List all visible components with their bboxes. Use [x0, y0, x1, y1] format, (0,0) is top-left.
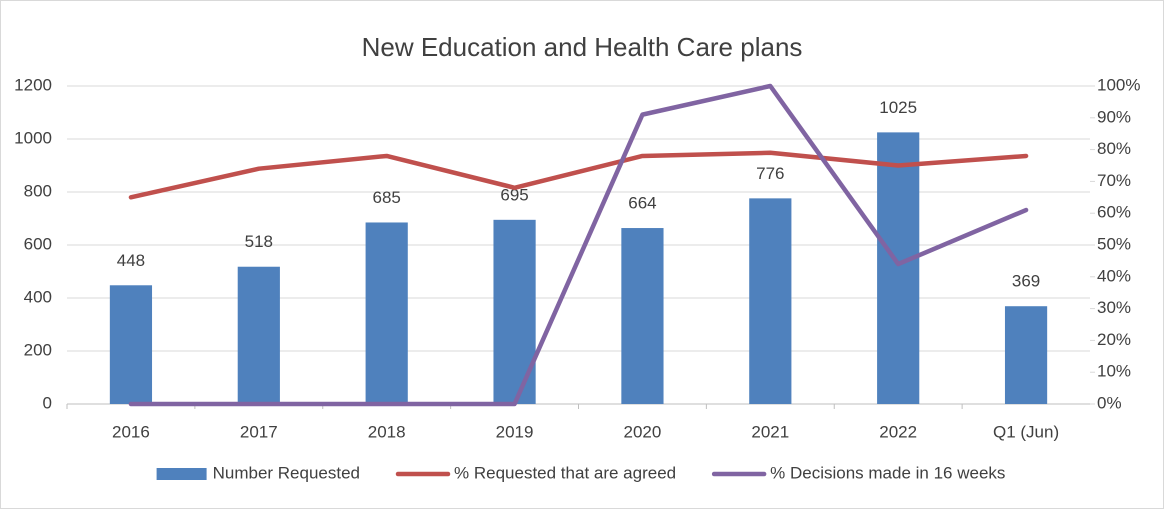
legend-label: % Requested that are agreed	[454, 463, 676, 482]
data-label: 369	[1012, 272, 1040, 291]
x-tick-label: 2019	[496, 422, 534, 441]
y2-tick-label: 20%	[1097, 330, 1131, 349]
y2-tick-label: 10%	[1097, 362, 1131, 381]
y2-tick-label: 100%	[1097, 75, 1140, 94]
y2-tick-label: 40%	[1097, 266, 1131, 285]
x-tick-label: Q1 (Jun)	[993, 422, 1059, 441]
bar	[365, 222, 408, 404]
line	[128, 150, 1029, 200]
chart-title: New Education and Health Care plans	[362, 32, 803, 62]
y2-tick-label: 90%	[1097, 107, 1131, 126]
y-tick-label: 0	[43, 393, 52, 412]
y-tick-label: 800	[24, 181, 52, 200]
bar	[621, 228, 664, 404]
bar	[1004, 306, 1048, 404]
data-label: 518	[245, 232, 273, 251]
legend-swatch	[156, 468, 207, 480]
bar	[109, 285, 153, 404]
bar	[237, 266, 280, 404]
data-label: 776	[756, 164, 784, 183]
x-tick-label: 2017	[240, 422, 278, 441]
data-label: 695	[500, 185, 528, 204]
data-label: 685	[373, 188, 401, 207]
bar	[877, 132, 920, 404]
y2-tick-label: 0%	[1097, 393, 1122, 412]
x-tick-label: 2022	[879, 422, 917, 441]
y2-tick-label: 80%	[1097, 139, 1131, 158]
legend-label: Number Requested	[213, 463, 360, 482]
x-tick-label: 2018	[368, 422, 406, 441]
bar	[493, 219, 536, 404]
y2-tick-label: 60%	[1097, 203, 1131, 222]
data-label: 448	[117, 251, 145, 270]
y-tick-label: 400	[24, 287, 52, 306]
y-tick-label: 1200	[14, 75, 52, 94]
x-tick-label: 2016	[112, 422, 150, 441]
y-tick-label: 1000	[14, 128, 52, 147]
line	[128, 83, 1029, 407]
y-tick-label: 200	[24, 340, 52, 359]
data-label: 664	[628, 194, 656, 213]
x-tick-label: 2021	[751, 422, 789, 441]
bar	[749, 198, 792, 404]
x-tick-label: 2020	[624, 422, 662, 441]
legend-label: % Decisions made in 16 weeks	[770, 463, 1005, 482]
data-label: 1025	[879, 98, 917, 117]
y-tick-label: 600	[24, 234, 52, 253]
y2-tick-label: 50%	[1097, 234, 1131, 253]
y2-tick-label: 30%	[1097, 298, 1131, 317]
y2-tick-label: 70%	[1097, 171, 1131, 190]
